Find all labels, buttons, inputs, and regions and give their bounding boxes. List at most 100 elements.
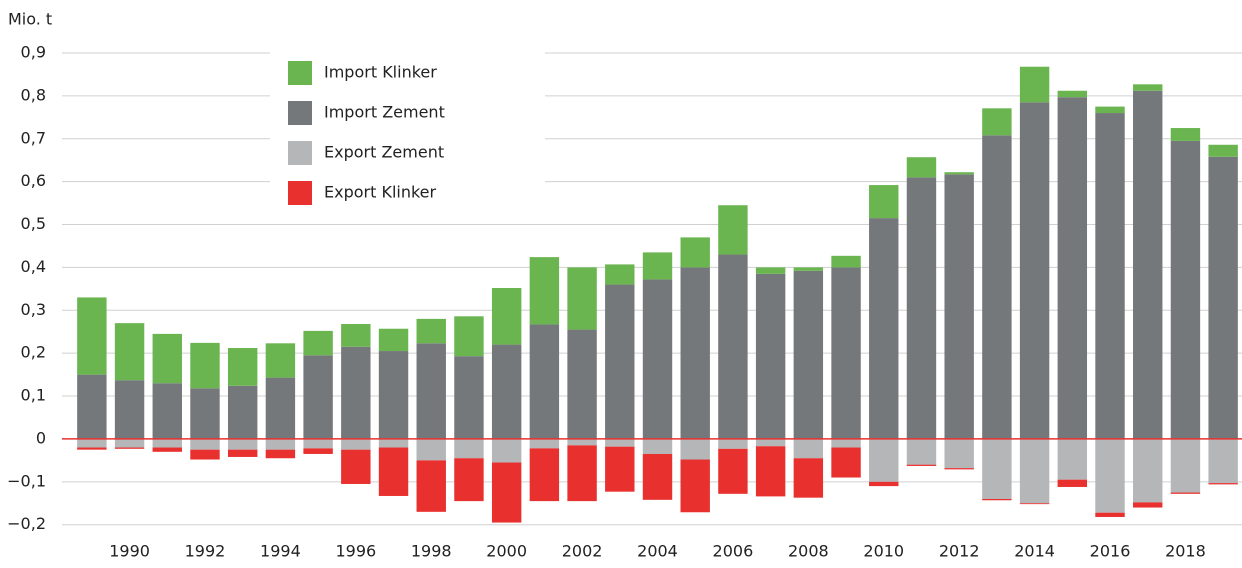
bar-segment xyxy=(1095,438,1125,513)
bar-segment xyxy=(755,273,786,439)
bar-segment xyxy=(1133,502,1163,508)
bar-segment xyxy=(190,438,220,450)
bar-segment xyxy=(1208,438,1238,484)
bar-segment xyxy=(831,255,861,268)
y-tick-label: 0,6 xyxy=(21,171,46,190)
x-tick-label: 2000 xyxy=(486,542,527,561)
bar-segment xyxy=(265,377,296,439)
bar-segment xyxy=(831,438,861,448)
x-tick-label: 2018 xyxy=(1165,542,1206,561)
bar-segment xyxy=(114,380,145,439)
bar-segment xyxy=(680,267,710,439)
x-tick-label: 2008 xyxy=(788,542,829,561)
bar-segment xyxy=(1095,106,1125,114)
bar-segment xyxy=(454,356,484,439)
bar-segment xyxy=(265,438,296,450)
bar-segment xyxy=(378,447,409,496)
bar-segment xyxy=(77,297,107,375)
legend-swatch xyxy=(288,181,312,205)
y-tick-label: 0,1 xyxy=(21,386,46,405)
bar-segment xyxy=(1208,483,1238,485)
y-unit-label: Mio. t xyxy=(8,10,52,29)
bar-segment xyxy=(718,254,748,439)
bar-segment xyxy=(341,346,371,439)
bar-segment xyxy=(1133,438,1163,503)
bar-segment xyxy=(567,445,597,502)
bar-segment xyxy=(1208,156,1238,439)
bar-segment xyxy=(152,383,182,439)
bar-segment xyxy=(303,448,333,454)
bar-segment xyxy=(341,324,371,347)
bar-segment xyxy=(1019,503,1050,505)
bar-segment xyxy=(341,438,371,450)
bar-segment xyxy=(793,267,824,271)
y-tick-label: 0 xyxy=(36,428,46,447)
bar-segment xyxy=(227,449,258,457)
legend-label: Import Zement xyxy=(324,103,445,122)
bar-segment xyxy=(869,481,899,487)
x-tick-label: 2002 xyxy=(562,542,603,561)
x-tick-label: 1990 xyxy=(109,542,150,561)
bar-segment xyxy=(114,438,145,448)
bar-segment xyxy=(378,438,409,448)
x-tick-label: 2012 xyxy=(939,542,980,561)
bar-segment xyxy=(906,464,937,466)
bar-segment xyxy=(152,438,182,448)
bar-segment xyxy=(491,344,522,439)
legend-swatch xyxy=(288,61,312,85)
bar-segment xyxy=(190,388,220,439)
bar-segment xyxy=(982,135,1012,439)
bar-segment xyxy=(190,449,220,460)
bar-segment xyxy=(1170,438,1201,493)
y-tick-label: 0,2 xyxy=(21,343,46,362)
bar-segment xyxy=(114,447,145,449)
bar-segment xyxy=(642,438,673,454)
x-tick-label: 2006 xyxy=(713,542,754,561)
bar-segment xyxy=(77,374,107,439)
bar-segment xyxy=(982,498,1012,501)
x-tick-label: 2004 xyxy=(637,542,678,561)
x-tick-label: 2010 xyxy=(863,542,904,561)
bar-segment xyxy=(831,447,861,478)
bar-segment xyxy=(227,438,258,450)
bar-segment xyxy=(718,438,748,449)
x-tick-label: 2014 xyxy=(1014,542,1055,561)
bar-segment xyxy=(793,438,824,459)
bar-segment xyxy=(77,438,107,448)
bar-segment xyxy=(869,218,899,439)
bar-segment xyxy=(1057,97,1088,439)
bar-segment xyxy=(454,458,484,502)
y-tick-label: 0,4 xyxy=(21,257,46,276)
bar-segment xyxy=(303,355,333,439)
bar-segment xyxy=(1170,492,1201,494)
bar-segment xyxy=(906,157,937,178)
bar-segment xyxy=(906,177,937,439)
bar-segment xyxy=(341,449,371,484)
bar-segment xyxy=(227,385,258,439)
bar-segment xyxy=(906,438,937,465)
bar-segment xyxy=(491,462,522,523)
bar-segment xyxy=(1019,66,1050,103)
bar-segment xyxy=(642,252,673,280)
bar-segment xyxy=(1095,113,1125,439)
bar-segment xyxy=(491,287,522,345)
bar-segment xyxy=(567,267,597,330)
bar-segment xyxy=(831,267,861,439)
x-tick-label: 1996 xyxy=(335,542,376,561)
bar-segment xyxy=(718,448,748,494)
bar-segment xyxy=(227,348,258,386)
bar-segment xyxy=(1019,102,1050,439)
bar-segment xyxy=(944,468,974,470)
bar-segment xyxy=(416,438,446,461)
bar-segment xyxy=(1057,479,1088,487)
bar-segment xyxy=(944,438,974,469)
bar-segment xyxy=(454,438,484,459)
x-tick-label: 1994 xyxy=(260,542,301,561)
bar-segment xyxy=(1208,144,1238,157)
bar-segment xyxy=(680,459,710,513)
bar-segment xyxy=(152,333,182,384)
bar-segment xyxy=(755,438,786,447)
bar-segment xyxy=(680,438,710,460)
bar-segment xyxy=(152,447,182,452)
bar-segment xyxy=(1133,84,1163,91)
